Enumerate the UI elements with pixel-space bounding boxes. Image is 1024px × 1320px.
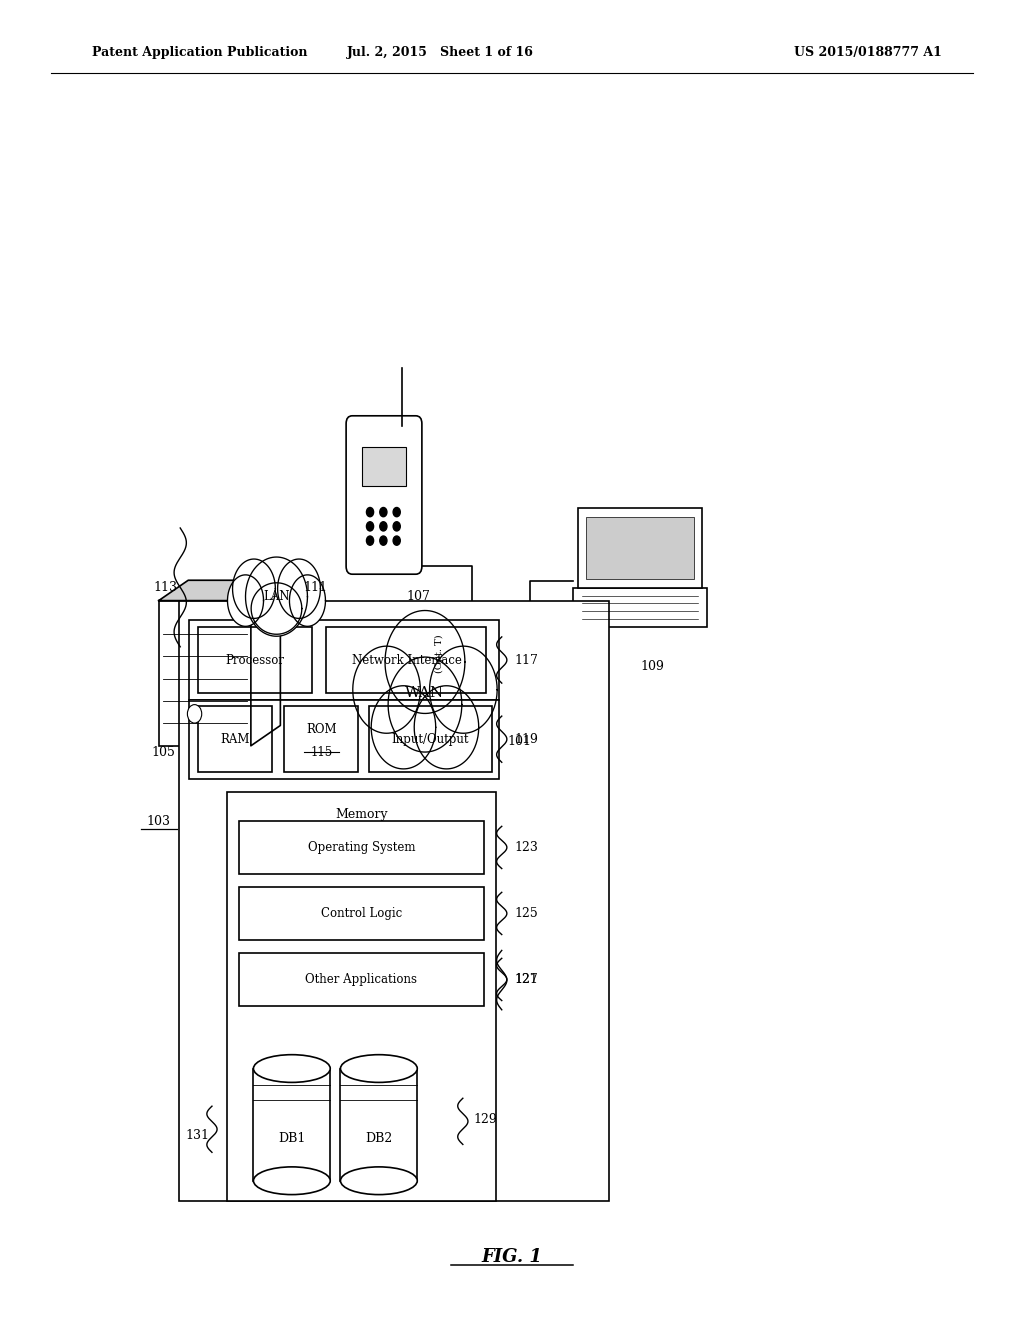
Circle shape: [393, 521, 400, 531]
Bar: [179, 601, 609, 1201]
Text: Patent Application Publication: Patent Application Publication: [92, 46, 307, 59]
Circle shape: [367, 536, 374, 545]
Bar: [326, 627, 486, 693]
Text: Input/Output: Input/Output: [391, 733, 469, 746]
Bar: [198, 706, 272, 772]
Ellipse shape: [253, 1167, 330, 1195]
Text: LAN: LAN: [263, 590, 290, 603]
Text: 121: 121: [514, 973, 538, 986]
Text: 107: 107: [407, 590, 430, 603]
Polygon shape: [251, 581, 281, 746]
Bar: [239, 821, 484, 874]
Text: 123: 123: [514, 841, 538, 854]
Text: 129: 129: [473, 1113, 497, 1126]
Text: Memory: Memory: [335, 808, 388, 821]
Ellipse shape: [340, 1167, 418, 1195]
Text: 105: 105: [152, 746, 175, 759]
Bar: [189, 700, 499, 779]
Text: 101: 101: [508, 735, 531, 748]
Text: Control Logic: Control Logic: [321, 907, 402, 920]
Text: US 2015/0188777 A1: US 2015/0188777 A1: [795, 46, 942, 59]
Bar: [159, 601, 251, 746]
Text: 109: 109: [640, 660, 664, 673]
Text: 113: 113: [154, 581, 178, 594]
Text: Network Interface: Network Interface: [351, 653, 462, 667]
Text: 125: 125: [514, 907, 538, 920]
Text: 119: 119: [514, 733, 538, 746]
Bar: [587, 517, 693, 578]
Circle shape: [380, 507, 387, 516]
Circle shape: [380, 536, 387, 545]
Text: ROM: ROM: [306, 723, 337, 737]
Circle shape: [393, 507, 400, 516]
Bar: [239, 953, 484, 1006]
FancyBboxPatch shape: [346, 416, 422, 574]
Bar: [239, 887, 484, 940]
Text: (Opt. T): (Opt. T): [435, 634, 444, 673]
Text: Jul. 2, 2015   Sheet 1 of 16: Jul. 2, 2015 Sheet 1 of 16: [347, 46, 534, 59]
Text: Processor: Processor: [225, 653, 285, 667]
Circle shape: [393, 536, 400, 545]
Text: 111: 111: [303, 581, 327, 594]
Text: RAM: RAM: [221, 733, 250, 746]
Bar: [579, 508, 701, 587]
Circle shape: [367, 507, 374, 516]
Bar: [362, 446, 406, 487]
Bar: [198, 627, 312, 693]
Bar: [189, 620, 499, 700]
Circle shape: [367, 521, 374, 531]
Text: DB2: DB2: [366, 1131, 392, 1144]
Bar: [369, 706, 492, 772]
Circle shape: [380, 521, 387, 531]
Ellipse shape: [253, 1055, 330, 1082]
Bar: [573, 587, 707, 627]
Polygon shape: [159, 581, 281, 601]
Text: FIG. 1: FIG. 1: [481, 1247, 543, 1266]
Text: 115: 115: [310, 746, 333, 759]
Polygon shape: [340, 1069, 418, 1180]
Text: WAN: WAN: [406, 686, 444, 700]
Bar: [227, 792, 496, 1201]
Text: 127: 127: [514, 973, 538, 986]
Text: 117: 117: [514, 653, 538, 667]
Bar: [284, 706, 358, 772]
Text: Operating System: Operating System: [308, 841, 415, 854]
Text: 131: 131: [185, 1129, 210, 1142]
Ellipse shape: [340, 1055, 418, 1082]
Polygon shape: [253, 1069, 330, 1180]
Circle shape: [187, 705, 202, 723]
Text: DB1: DB1: [279, 1131, 305, 1144]
Text: Other Applications: Other Applications: [305, 973, 418, 986]
Text: 103: 103: [146, 814, 171, 828]
